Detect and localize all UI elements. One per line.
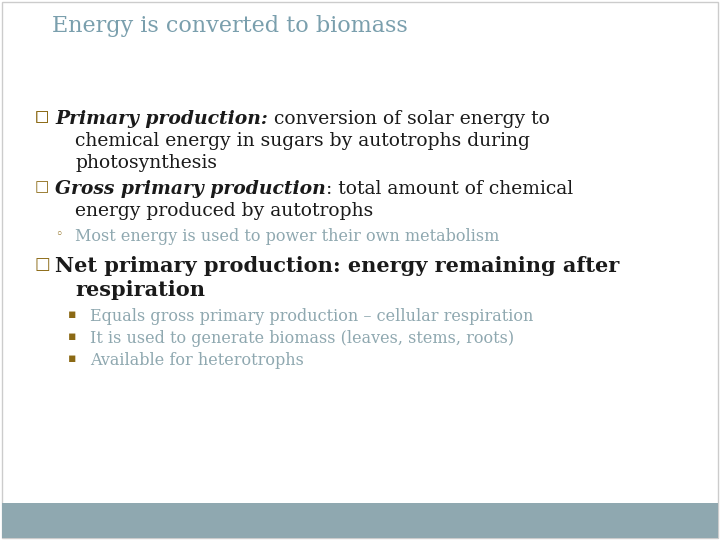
Text: photosynthesis: photosynthesis	[75, 154, 217, 172]
Text: Available for heterotrophs: Available for heterotrophs	[90, 352, 304, 369]
Text: : energy remaining after: : energy remaining after	[333, 256, 619, 276]
Text: ▪: ▪	[68, 352, 76, 365]
Text: respiration: respiration	[75, 280, 205, 300]
Text: Gross primary production: Gross primary production	[55, 180, 325, 198]
Text: □: □	[35, 256, 50, 273]
Bar	[2, 503, 718, 538]
Text: ▪: ▪	[68, 308, 76, 321]
Text: conversion of solar energy to: conversion of solar energy to	[268, 110, 549, 128]
Text: ◦: ◦	[55, 228, 63, 241]
Text: : total amount of chemical: : total amount of chemical	[325, 180, 573, 198]
Text: □: □	[35, 110, 50, 124]
Text: Equals gross primary production – cellular respiration: Equals gross primary production – cellul…	[90, 308, 534, 325]
Text: Most energy is used to power their own metabolism: Most energy is used to power their own m…	[75, 228, 500, 245]
Text: energy produced by autotrophs: energy produced by autotrophs	[75, 202, 373, 220]
Text: □: □	[35, 180, 50, 194]
Text: Primary production:: Primary production:	[55, 110, 268, 128]
Text: It is used to generate biomass (leaves, stems, roots): It is used to generate biomass (leaves, …	[90, 330, 514, 347]
Text: Energy is converted to biomass: Energy is converted to biomass	[52, 15, 408, 37]
Text: Net primary production: Net primary production	[55, 256, 333, 276]
Text: chemical energy in sugars by autotrophs during: chemical energy in sugars by autotrophs …	[75, 132, 530, 150]
Text: ▪: ▪	[68, 330, 76, 343]
Text: □: □	[35, 110, 50, 124]
